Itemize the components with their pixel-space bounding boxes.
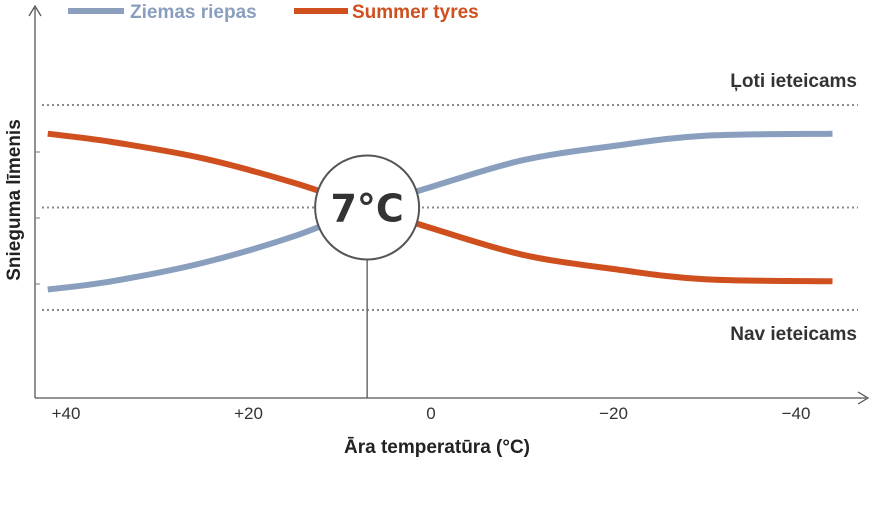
series-line — [47, 130, 833, 293]
level-label-low: Nav ieteicams — [730, 324, 857, 345]
series-line — [47, 130, 833, 285]
y-axis-arrow — [28, 4, 42, 17]
x-tick-label: −40 — [782, 404, 811, 423]
crossover-badge — [314, 154, 421, 261]
reference-lines — [42, 104, 858, 311]
x-tick-label: +40 — [52, 404, 81, 423]
x-tick-label: +20 — [234, 404, 263, 423]
x-tick-label: −20 — [599, 404, 628, 423]
level-label-high: Ļoti ieteicams — [730, 71, 857, 92]
x-tick-label: 0 — [426, 404, 435, 423]
x-tick-labels: +40 +20 0 −20 −40 — [52, 404, 811, 423]
legend-label-summer: Summer tyres — [352, 2, 479, 23]
legend: Ziemas riepas Summer tyres — [68, 2, 479, 23]
series-layer — [47, 130, 833, 293]
x-axis-arrow — [857, 391, 870, 405]
y-axis-title: Snieguma līmenis — [4, 119, 25, 281]
x-axis-title: Āra temperatūra (°C) — [344, 437, 530, 458]
crossover-label: 7°C — [330, 187, 403, 231]
legend-label-winter: Ziemas riepas — [130, 2, 257, 23]
